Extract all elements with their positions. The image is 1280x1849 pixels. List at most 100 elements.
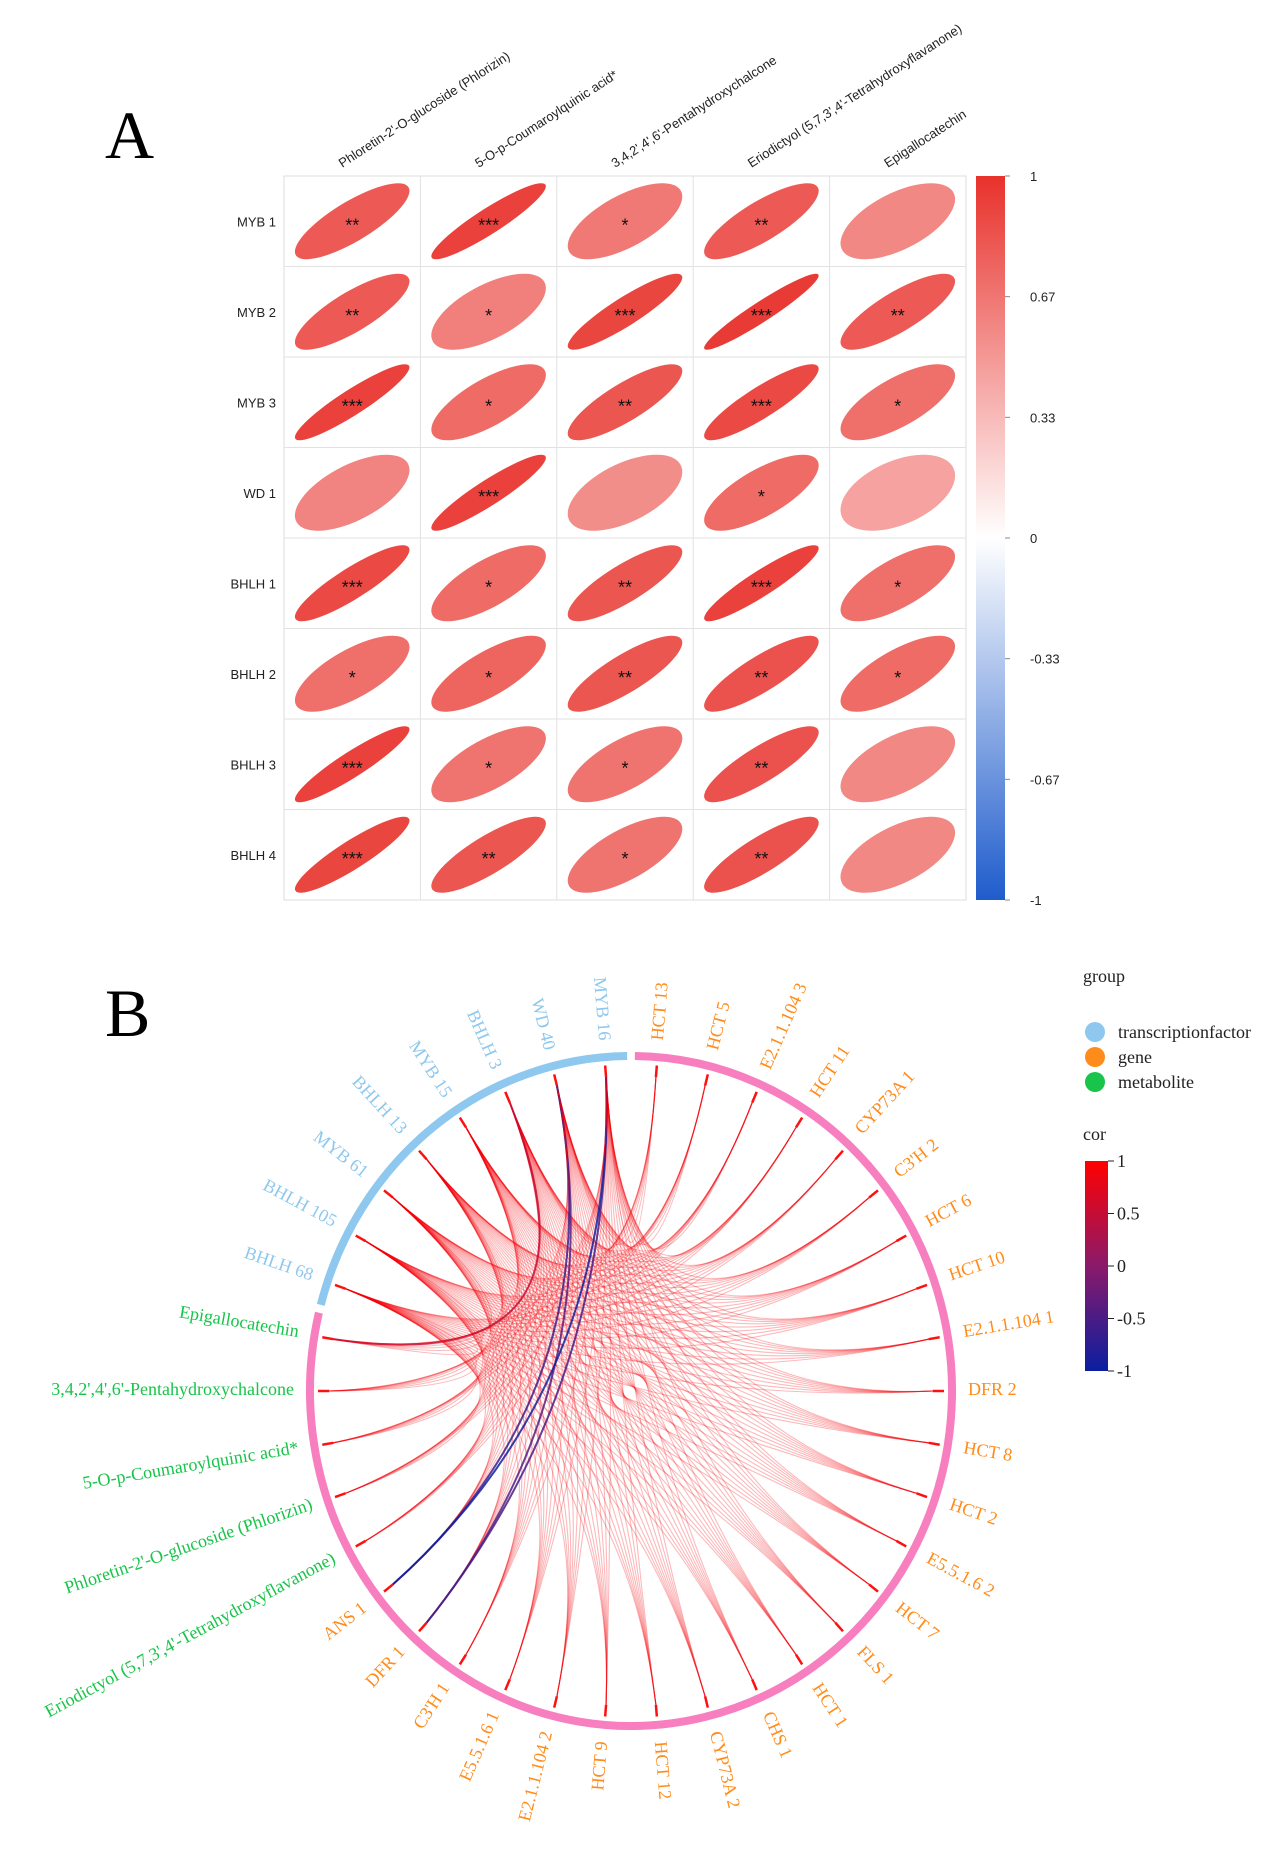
link [365, 1077, 608, 1542]
cell [840, 364, 956, 441]
link [465, 1127, 933, 1393]
link [556, 1085, 870, 1281]
cell [567, 545, 683, 622]
node-stub [383, 1189, 394, 1199]
link [509, 1102, 706, 1697]
link [605, 1077, 917, 1494]
node-stub [751, 1678, 758, 1691]
link [333, 1288, 479, 1356]
link [345, 1240, 897, 1339]
significance-mark: *** [342, 577, 363, 597]
link [605, 1077, 657, 1244]
cell [840, 183, 956, 260]
node-stub [322, 1336, 334, 1341]
link [465, 1127, 541, 1655]
link [365, 1240, 706, 1697]
link [465, 1127, 657, 1705]
link [605, 1077, 870, 1585]
link [605, 1077, 870, 1280]
links [329, 1077, 933, 1705]
link [345, 1288, 486, 1542]
cell [294, 726, 410, 803]
cor-colorbar-tick-label: 0 [1117, 1256, 1126, 1276]
cell [704, 273, 819, 350]
link [365, 1158, 836, 1309]
colorbar-tick-label: -1 [1030, 893, 1042, 908]
link [509, 1102, 870, 1284]
link [365, 1102, 753, 1300]
node-stub [355, 1234, 367, 1243]
link [605, 1077, 836, 1266]
link [605, 1077, 657, 1705]
node-label-gene: ANS 1 [319, 1598, 370, 1644]
legend-item-label: metabolite [1118, 1072, 1194, 1092]
link [509, 1102, 929, 1444]
link [509, 1077, 657, 1250]
correlation-ellipse [840, 726, 956, 803]
significance-mark: * [621, 849, 628, 869]
node-label-metabolite: 5-O-p-Coumaroylquinic acid* [81, 1437, 300, 1493]
cell [567, 816, 683, 893]
node-stub [834, 1149, 844, 1161]
link [509, 1102, 836, 1624]
node-stub [751, 1091, 758, 1104]
cell [704, 545, 819, 622]
cell [840, 635, 956, 712]
colorbar-tick-label: 0.67 [1030, 290, 1055, 305]
cell [704, 726, 819, 803]
node-stub [334, 1283, 347, 1290]
node-label-gene: HCT 13 [647, 981, 672, 1041]
correlation-ellipse [704, 635, 819, 712]
node-stub [703, 1695, 710, 1708]
link [605, 1077, 929, 1444]
link [392, 1102, 753, 1284]
node-label-transcriptionfactor: BHLH 105 [260, 1175, 340, 1231]
correlation-ellipse [431, 545, 546, 622]
significance-mark: *** [614, 306, 635, 326]
link [426, 1102, 753, 1272]
correlation-ellipse [567, 816, 683, 893]
node-label-gene: HCT 10 [946, 1247, 1008, 1285]
link [392, 1197, 797, 1655]
link [465, 1127, 870, 1585]
legend-group-title: group [1083, 966, 1125, 986]
legend-item-label: transcriptionfactor [1118, 1022, 1251, 1042]
node-label-gene: HCT 6 [922, 1190, 975, 1231]
cell [704, 635, 819, 712]
link [426, 1158, 933, 1393]
link [329, 1197, 491, 1392]
link [605, 1077, 917, 1320]
link [365, 1127, 797, 1304]
node-label-metabolite: Epigallocatechin [178, 1301, 301, 1341]
correlation-ellipse [294, 635, 410, 712]
link [333, 1127, 519, 1444]
node-label-gene: HCT 5 [702, 999, 733, 1052]
cell [431, 183, 546, 260]
correlation-ellipse [840, 183, 956, 260]
significance-mark: * [485, 306, 492, 326]
link [329, 1127, 519, 1392]
node-label-gene: E2.1.1.104 2 [514, 1729, 556, 1823]
node-stub [868, 1189, 879, 1199]
correlation-ellipse [704, 545, 819, 622]
link [365, 1240, 753, 1680]
link [392, 1197, 917, 1494]
link [465, 1127, 917, 1325]
node-label-metabolite: 3,4,2',4',6'-Pentahydroxychalcone [51, 1379, 294, 1399]
link [345, 1288, 929, 1365]
cell [704, 183, 819, 260]
link [329, 1158, 503, 1392]
node-label-transcriptionfactor: BHLH 13 [348, 1072, 411, 1138]
link [345, 1158, 836, 1328]
cell [431, 454, 546, 531]
link [333, 1077, 608, 1345]
significance-mark: ** [618, 668, 632, 688]
link [392, 1127, 797, 1288]
correlation-ellipse [840, 545, 956, 622]
cell [294, 273, 410, 350]
link [556, 1085, 753, 1680]
link [392, 1197, 897, 1316]
link [605, 1077, 929, 1351]
link [426, 1158, 836, 1624]
